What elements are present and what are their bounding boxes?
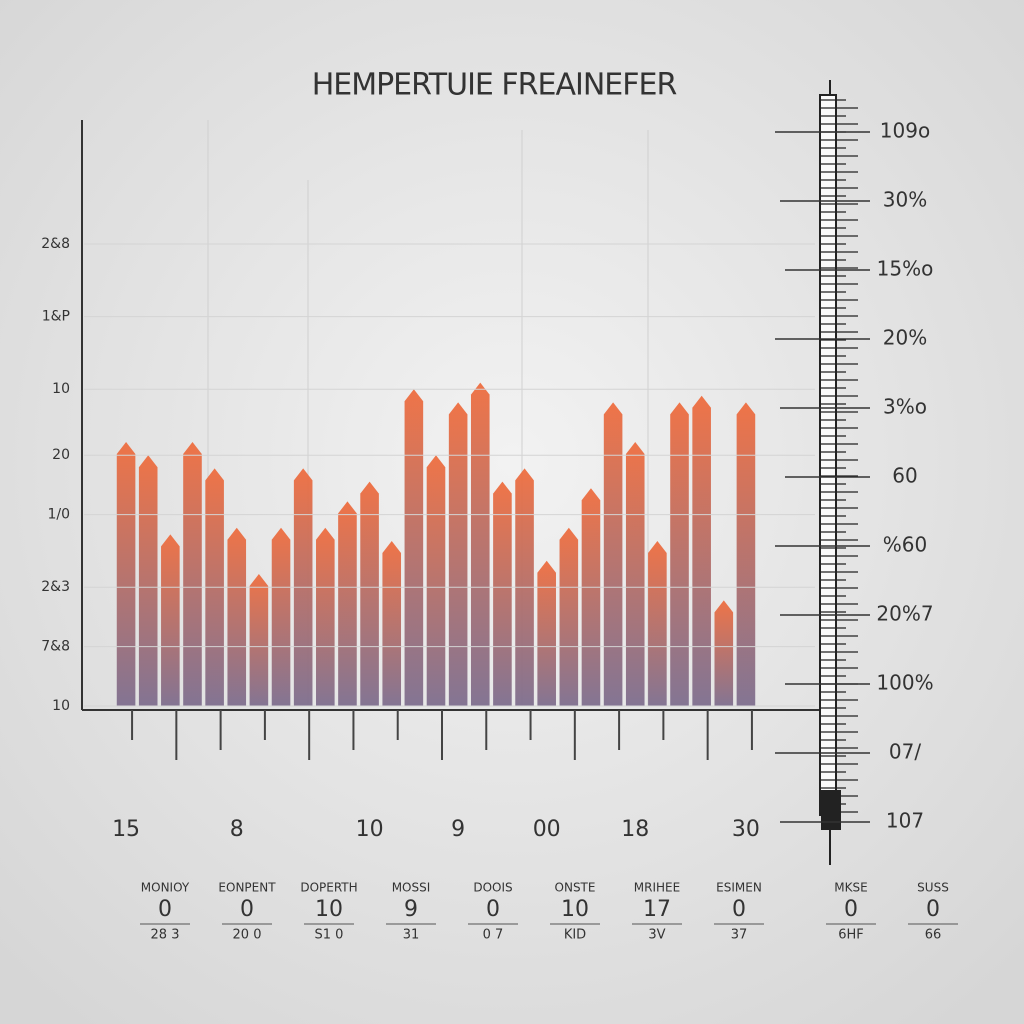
bar [448,402,468,706]
bar [692,395,711,706]
right-scale-label: 30% [883,188,927,212]
x-tick-label: 30 [732,817,760,842]
legend-value: 9 [404,897,418,922]
legend-sub: 0 7 [483,928,504,943]
legend-name: MKSE [834,881,867,895]
right-scale-label: 20%7 [876,602,933,626]
legend-sub: 66 [925,928,942,943]
legend-sub: 37 [731,928,748,943]
right-scale-label: 109o [880,119,930,143]
legend-name: MRIHEE [634,881,680,895]
legend-value: 0 [240,897,254,922]
legend-sub: 3V [648,928,665,943]
legend-name: SUSS [917,881,949,895]
legend-value: 0 [486,897,500,922]
right-scale-label: 07/ [889,740,921,764]
right-scale-label: 20% [883,326,927,350]
y-tick-label: 20 [52,447,70,463]
y-tick-label: 2&3 [41,579,70,595]
right-scale-label: 3%o [883,395,927,419]
legend-name: EONPENT [218,881,276,895]
bar [227,527,247,706]
bar [537,560,556,706]
bar [714,600,734,706]
bar [249,574,269,706]
legend-value: 10 [561,897,589,922]
y-tick-label: 10 [52,381,70,397]
x-tick-label: 18 [621,817,649,842]
bar [493,481,512,706]
legend-value: 0 [732,897,746,922]
legend-sub: 6HF [838,928,864,943]
bar [625,442,645,706]
x-tick-label: 00 [533,817,561,842]
legend-value: 0 [844,897,858,922]
y-tick-label: 1/0 [47,507,70,523]
legend-value: 0 [158,897,172,922]
bar [581,488,601,706]
legend-name: MONIOY [141,881,190,895]
bar [183,442,202,706]
x-tick-label: 15 [112,817,140,842]
bar [316,527,335,706]
right-scale-label: 15%o [877,257,934,281]
bar [559,527,579,706]
legend-name: DOPERTH [300,881,357,895]
legend-sub: KID [564,928,586,943]
right-scale-label: 60 [892,464,917,488]
legend-sub: 20 0 [233,928,262,943]
bar [670,402,689,706]
x-tick-label: 9 [451,817,465,842]
legend-name: ESIMEN [716,881,762,895]
legend-sub: S1 0 [315,928,344,943]
x-tick-label: 8 [230,817,244,842]
bar [360,481,379,706]
chart-title: HEMPERTUIE FREAINEFER [312,68,677,103]
legend-name: ONSTE [555,881,596,895]
bar [338,501,357,706]
legend-sub: 28 3 [151,928,180,943]
bar [382,541,402,706]
bar [648,541,667,706]
right-scale-label: 100% [876,671,933,695]
legend-value: 10 [315,897,343,922]
legend-sub: 31 [403,928,420,943]
y-tick-label: 1&P [42,309,70,325]
y-tick-label: 2&8 [41,236,70,252]
bar [116,442,136,706]
right-scale-label: 107 [886,809,924,833]
legend-value: 0 [926,897,940,922]
bar [161,534,180,706]
bar [603,402,623,706]
x-tick-label: 10 [356,817,384,842]
bar [271,527,291,706]
bar [138,455,158,706]
bar [736,402,756,706]
y-tick-label: 7&8 [41,639,70,655]
bar [426,455,446,706]
legend-value: 17 [643,897,671,922]
legend-name: DOOIS [473,881,512,895]
bar [470,382,490,706]
right-scale-label: %60 [883,533,927,557]
bar [404,389,424,706]
legend-name: MOSSI [392,881,431,895]
y-tick-label: 10 [52,698,70,714]
ruler [775,80,870,865]
